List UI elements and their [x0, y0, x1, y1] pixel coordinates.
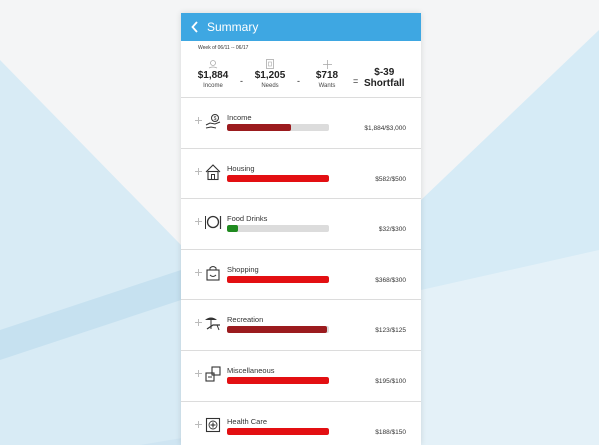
house-icon: [205, 163, 221, 180]
category-amount: $368/$300: [375, 276, 406, 284]
weekly-summary: Week of 06/11 -- 06/17 $1,884 Income - $…: [181, 41, 421, 98]
category-amount: $32/$300: [378, 226, 406, 234]
category-amount: $582/$500: [375, 175, 406, 183]
category-row-recreation[interactable]: Recreation $123/$125: [181, 300, 421, 351]
progress-track: [227, 427, 329, 435]
summary-equation: $1,884 Income - $1,205 Needs - $718 Want…: [181, 57, 421, 97]
progress-track: [227, 326, 329, 334]
add-icon[interactable]: [195, 117, 202, 124]
category-list: $ Income $1,884/$3,000 Housing $582/$500 Food…: [181, 98, 421, 445]
chevron-left-icon: [191, 21, 198, 33]
add-icon[interactable]: [195, 218, 202, 226]
misc-boxes-icon: [205, 366, 221, 382]
category-row-health-care[interactable]: Health Care $188/$150: [181, 402, 421, 445]
progress-track: [227, 124, 329, 131]
shortfall-label: Shortfall: [364, 78, 405, 89]
income-total: $1,884 Income: [195, 57, 231, 90]
category-name: Housing: [227, 163, 255, 173]
category-name: Miscellaneous: [227, 365, 275, 375]
progress-fill: [227, 275, 329, 283]
shortfall-amount: $-39: [374, 67, 395, 78]
page-title: Summary: [207, 20, 259, 34]
progress-fill: [227, 225, 238, 233]
svg-text:$: $: [214, 116, 217, 122]
minus-sign: -: [240, 76, 243, 86]
needs-label: Needs: [261, 83, 279, 89]
progress-fill: [227, 124, 292, 131]
category-row-shopping[interactable]: Shopping $368/$300: [181, 250, 421, 301]
category-name: Food Drinks: [227, 214, 268, 224]
plate-cutlery-icon: [205, 216, 222, 230]
needs-total: $1,205 Needs: [251, 57, 289, 90]
needs-amount: $1,205: [254, 70, 286, 81]
wants-icon: [322, 60, 332, 69]
category-row-income[interactable]: $ Income $1,884/$3,000: [181, 98, 421, 149]
add-icon[interactable]: [195, 268, 202, 276]
progress-track: [227, 174, 329, 182]
medical-kit-icon: [205, 417, 221, 432]
progress-track: [227, 275, 329, 283]
category-amount: $123/$125: [375, 327, 406, 335]
income-icon: [208, 60, 218, 69]
category-name: Income: [227, 113, 252, 122]
wants-label: Wants: [318, 83, 336, 89]
add-icon[interactable]: [195, 420, 202, 428]
category-name: Recreation: [227, 315, 264, 325]
wants-total: $718 Wants: [311, 57, 343, 90]
hand-money-icon: $: [205, 114, 221, 129]
progress-fill: [227, 326, 328, 334]
progress-track: [227, 225, 329, 233]
week-range: Week of 06/11 -- 06/17: [198, 45, 249, 51]
income-amount: $1,884: [197, 70, 229, 81]
add-icon[interactable]: [195, 369, 202, 377]
category-row-housing[interactable]: Housing $582/$500: [181, 149, 421, 200]
equals-sign: =: [353, 76, 359, 86]
progress-fill: [227, 174, 329, 182]
minus-sign: -: [297, 76, 300, 86]
income-label: Income: [203, 83, 223, 89]
shopping-bag-icon: [206, 265, 220, 281]
category-amount: $195/$100: [375, 377, 406, 385]
phone-screen: Summary Week of 06/11 -- 06/17 $1,884 In…: [181, 13, 421, 445]
category-name: Shopping: [227, 264, 259, 274]
wants-amount: $718: [315, 70, 339, 81]
beach-chair-icon: [205, 317, 220, 331]
needs-icon: [266, 59, 274, 69]
category-amount: $1,884/$3,000: [364, 125, 406, 132]
header-bar: Summary: [181, 13, 421, 41]
progress-fill: [227, 376, 329, 384]
progress-fill: [227, 427, 329, 435]
back-button[interactable]: [184, 21, 206, 33]
category-name: Health Care: [227, 416, 268, 426]
progress-track: [227, 376, 329, 384]
shortfall-result: $-39 Shortfall: [364, 67, 405, 89]
add-icon[interactable]: [195, 319, 202, 327]
category-row-food-drinks[interactable]: Food Drinks $32/$300: [181, 199, 421, 250]
category-amount: $188/$150: [375, 428, 406, 436]
add-icon[interactable]: [195, 167, 202, 175]
category-row-miscellaneous[interactable]: Miscellaneous $195/$100: [181, 351, 421, 402]
